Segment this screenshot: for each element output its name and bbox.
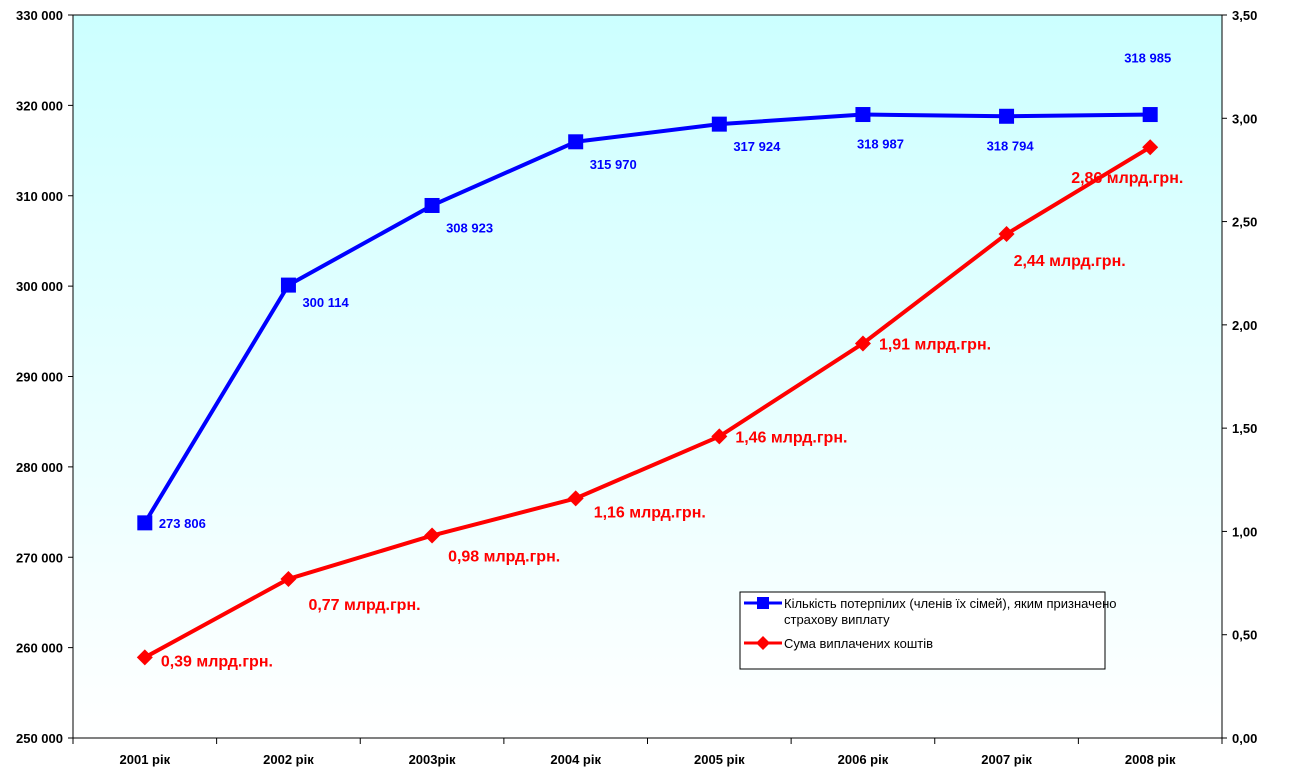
series-1-marker	[281, 278, 296, 293]
x-axis-tick-label: 2003рік	[409, 752, 456, 767]
left-axis-tick-label: 280 000	[16, 460, 63, 475]
series-1-data-label: 317 924	[733, 139, 781, 154]
left-axis-tick-label: 330 000	[16, 8, 63, 23]
series-2-data-label: 2,44 млрд.грн.	[1014, 253, 1126, 270]
series-2-data-label: 0,77 млрд.грн.	[308, 597, 420, 614]
legend: Кількість потерпілих (членів їх сімей), …	[740, 592, 1117, 669]
right-axis-tick-label: 3,00	[1232, 111, 1257, 126]
series-1-marker	[568, 134, 583, 149]
series-1-marker	[712, 117, 727, 132]
legend-marker-series-1	[757, 597, 769, 609]
legend-label-series-2: Сума виплачених коштів	[784, 636, 933, 651]
x-axis-tick-label: 2004 рік	[550, 752, 601, 767]
series-1-data-label: 318 987	[857, 137, 904, 152]
right-axis-tick-label: 1,00	[1232, 524, 1257, 539]
left-axis-tick-label: 270 000	[16, 550, 63, 565]
left-axis-tick-label: 300 000	[16, 279, 63, 294]
x-axis-tick-label: 2006 рік	[838, 752, 889, 767]
x-axis-tick-label: 2002 рік	[263, 752, 314, 767]
right-axis-tick-label: 2,00	[1232, 318, 1257, 333]
series-1-data-label: 308 923	[446, 220, 493, 235]
series-1-marker	[1143, 107, 1158, 122]
series-1-marker	[425, 198, 440, 213]
x-axis-tick-label: 2005 рік	[694, 752, 745, 767]
right-axis-tick-label: 1,50	[1232, 421, 1257, 436]
left-axis-tick-label: 260 000	[16, 641, 63, 656]
legend-label-series-1-line-1: Кількість потерпілих (членів їх сімей), …	[784, 596, 1117, 611]
legend-label-series-1-line-2: страхову виплату	[784, 612, 890, 627]
series-2-data-label: 1,46 млрд.грн.	[735, 429, 847, 446]
series-1-data-label: 273 806	[159, 516, 206, 531]
left-axis-tick-label: 250 000	[16, 731, 63, 746]
right-axis-tick-label: 3,50	[1232, 8, 1257, 23]
left-axis-tick-label: 290 000	[16, 370, 63, 385]
series-1-marker	[999, 109, 1014, 124]
right-axis-tick-label: 0,00	[1232, 731, 1257, 746]
series-2-data-label: 2,86 млрд.грн.	[1071, 170, 1183, 187]
right-axis-tick-label: 0,50	[1232, 628, 1257, 643]
series-1-marker	[137, 515, 152, 530]
series-2-data-label: 0,98 млрд.грн.	[448, 549, 560, 566]
x-axis-tick-label: 2001 рік	[120, 752, 171, 767]
series-1-data-label: 318 985	[1124, 51, 1171, 66]
left-axis-tick-label: 310 000	[16, 189, 63, 204]
x-axis-tick-label: 2007 рік	[981, 752, 1032, 767]
series-2-data-label: 0,39 млрд.грн.	[161, 653, 273, 670]
series-1-marker	[855, 107, 870, 122]
series-1-data-label: 318 794	[987, 138, 1035, 153]
right-axis-tick-label: 2,50	[1232, 215, 1257, 230]
series-1-data-label: 315 970	[590, 157, 637, 172]
x-axis-tick-label: 2008 рік	[1125, 752, 1176, 767]
left-axis-tick-label: 320 000	[16, 98, 63, 113]
series-2-data-label: 1,91 млрд.грн.	[879, 336, 991, 353]
series-1-data-label: 300 114	[302, 295, 349, 310]
series-2-data-label: 1,16 млрд.грн.	[594, 504, 706, 521]
